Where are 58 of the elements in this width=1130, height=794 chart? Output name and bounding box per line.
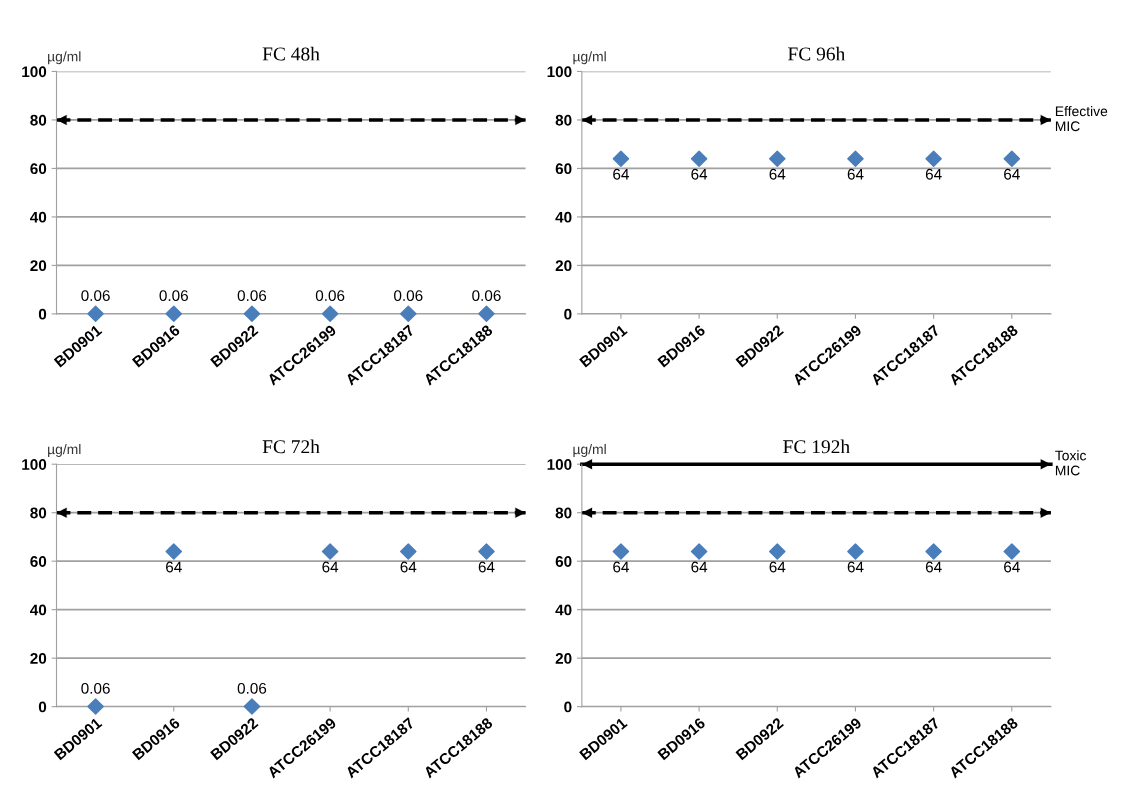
data-label: 64: [613, 168, 629, 180]
y-axis-title: µg/ml: [573, 444, 606, 457]
y-tick-label: 60: [555, 556, 572, 567]
y-tick-label: 80: [30, 114, 47, 126]
y-tick-label: 20: [555, 260, 572, 272]
y-tick-label: 0: [38, 308, 47, 320]
data-label: 64: [847, 561, 864, 573]
y-tick-label: 40: [555, 211, 572, 223]
y-tick-label: 60: [30, 556, 47, 567]
y-tick-label: 0: [564, 308, 572, 320]
data-label: 0.06: [81, 290, 110, 302]
chart-title: FC 48h: [262, 46, 320, 61]
data-label: 64: [1004, 561, 1020, 573]
data-label: 64: [925, 561, 942, 573]
y-tick-label: 100: [22, 66, 47, 78]
y-tick-label: 40: [555, 604, 572, 616]
data-label: 64: [769, 168, 786, 180]
y-tick-label: 80: [555, 114, 572, 126]
y-axis-title: µg/ml: [48, 51, 81, 65]
data-label: 64: [691, 168, 708, 180]
chart-title: FC 96h: [788, 46, 846, 61]
data-label: 64: [400, 561, 417, 573]
y-tick-label: 40: [30, 604, 47, 616]
y-axis-title: µg/ml: [573, 51, 606, 65]
y-tick-label: 100: [547, 459, 572, 470]
data-label: 0.06: [237, 290, 267, 302]
data-label: 64: [691, 561, 708, 573]
y-tick-label: 80: [555, 507, 572, 519]
data-label: 64: [769, 561, 786, 573]
y-tick-label: 60: [30, 163, 47, 175]
data-label: 64: [1004, 168, 1020, 180]
chart-title: FC 192h: [783, 439, 850, 454]
y-tick-label: 0: [38, 701, 47, 713]
data-label: 0.06: [315, 290, 345, 302]
data-label: 0.06: [394, 290, 423, 302]
data-label: 0.06: [159, 290, 188, 302]
y-tick-label: 60: [555, 163, 572, 175]
data-label: 0.06: [81, 682, 110, 694]
y-tick-label: 100: [547, 66, 572, 78]
data-label: 64: [166, 561, 182, 573]
data-label: 64: [478, 561, 495, 573]
y-tick-label: 20: [30, 260, 47, 272]
data-label: 64: [613, 561, 629, 573]
y-tick-label: 0: [564, 701, 572, 713]
y-tick-label: 80: [30, 507, 47, 519]
data-label: 64: [322, 561, 339, 573]
chart-title: FC 72h: [262, 439, 320, 454]
ref-line-label: Effective MIC: [1055, 106, 1108, 132]
y-tick-label: 20: [555, 653, 572, 664]
ref-line-label: Toxic MIC: [1055, 450, 1087, 476]
data-label: 0.06: [237, 682, 267, 694]
y-tick-label: 100: [22, 459, 47, 470]
data-label: 64: [847, 168, 864, 180]
y-tick-label: 40: [30, 211, 47, 223]
data-label: 0.06: [472, 290, 501, 302]
y-tick-label: 20: [30, 653, 47, 664]
data-label: 64: [925, 168, 942, 180]
y-axis-title: µg/ml: [48, 444, 81, 457]
